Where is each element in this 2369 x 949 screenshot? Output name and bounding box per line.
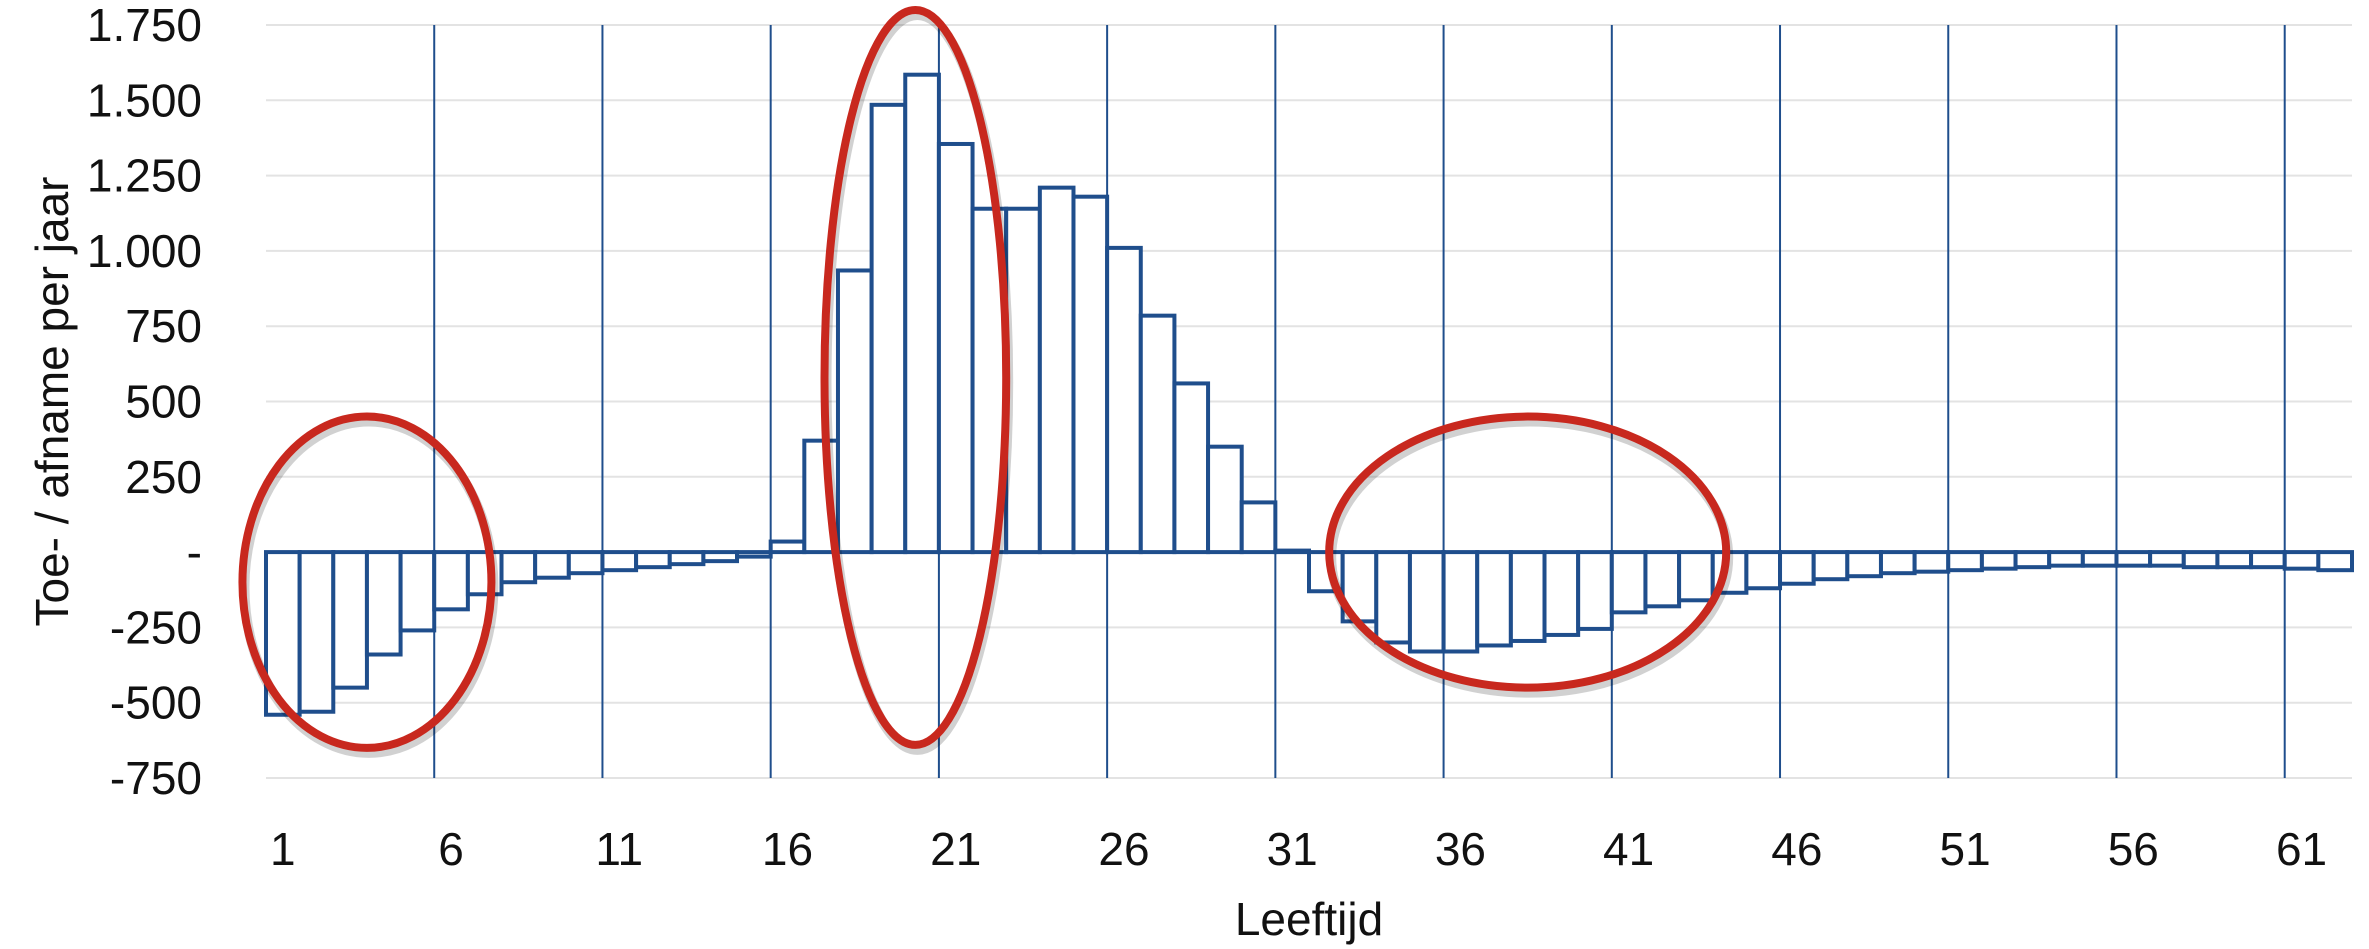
bar-55	[2080, 550, 2119, 568]
bar-40	[1576, 550, 1614, 631]
x-tick-label: 36	[1435, 823, 1486, 875]
bar-2	[297, 550, 336, 714]
bar-49	[1878, 550, 1917, 576]
x-axis-tick-labels: 1 6 11 16 21 26 31 36 41 46 51 56 61	[270, 823, 2327, 875]
bar-43	[1677, 550, 1715, 603]
highlight-ellipse-2	[820, 5, 1011, 749]
x-tick-label: 46	[1771, 823, 1822, 875]
bar-29	[1206, 444, 1244, 555]
bar-59	[2215, 550, 2254, 570]
bar-19	[869, 102, 908, 555]
highlight-ellipse-1	[238, 412, 496, 752]
bar-58	[2181, 550, 2220, 570]
y-tick-label: -250	[110, 601, 202, 653]
x-tick-label: 11	[595, 823, 643, 875]
y-tick-label: 1.750	[87, 0, 202, 51]
x-tick-label: 51	[1939, 823, 1990, 875]
bar-30	[1239, 500, 1278, 555]
y-tick-label: -500	[110, 677, 202, 729]
bar-36	[1441, 550, 1480, 654]
bar-51	[1946, 550, 1984, 573]
bar-20	[903, 72, 941, 555]
y-axis-title: Toe- / afname per jaar	[26, 176, 78, 626]
bar-54	[2047, 550, 2085, 568]
bar-27	[1138, 313, 1177, 555]
bar-18	[835, 268, 874, 555]
x-tick-label: 61	[2276, 823, 2327, 875]
y-tick-label: -750	[110, 752, 202, 804]
bar-24	[1037, 185, 1076, 555]
bar-48	[1845, 550, 1883, 579]
bar-16	[768, 539, 807, 555]
x-axis-title: Leeftijd	[1235, 893, 1383, 945]
y-tick-label: 1.000	[87, 225, 202, 277]
x-tick-label: 16	[762, 823, 813, 875]
bar-34	[1374, 550, 1412, 645]
bar-21	[936, 141, 975, 555]
y-tick-label: 1.500	[87, 74, 202, 126]
bar-41	[1609, 550, 1648, 615]
highlight-ellipses	[238, 5, 1734, 758]
bar-3	[331, 550, 369, 690]
gridlines	[266, 24, 2352, 779]
bar-13	[667, 550, 706, 567]
bar-52	[1979, 550, 2018, 571]
bar-4	[364, 550, 403, 657]
bar-6	[432, 550, 470, 612]
bar-38	[1508, 550, 1547, 643]
bar-50	[1912, 550, 1951, 574]
y-tick-label: 250	[125, 451, 202, 503]
x-tick-label: 26	[1098, 823, 1149, 875]
y-tick-label: -	[187, 526, 202, 578]
x-tick-label: 6	[438, 823, 464, 875]
y-tick-label: 750	[125, 300, 202, 352]
bar-5	[398, 550, 437, 633]
x-tick-label: 1	[270, 823, 296, 875]
bar-47	[1811, 550, 1850, 582]
bar-9	[533, 550, 571, 580]
x-tick-label: 31	[1267, 823, 1318, 875]
bar-10	[566, 550, 605, 576]
y-tick-label: 1.250	[87, 150, 202, 202]
bar-35	[1407, 550, 1446, 654]
bar-12	[634, 550, 672, 570]
bar-60	[2249, 550, 2287, 570]
bar-53	[2013, 550, 2052, 570]
bar-8	[499, 550, 538, 585]
bar-26	[1105, 245, 1143, 555]
bar-56	[2114, 550, 2153, 568]
bar-61	[2282, 550, 2321, 571]
x-tick-label: 56	[2108, 823, 2159, 875]
bar-57	[2148, 550, 2186, 568]
highlight-ellipse-3	[1325, 412, 1731, 692]
bar-37	[1475, 550, 1513, 648]
bars	[264, 72, 2354, 717]
x-tick-label: 41	[1603, 823, 1654, 875]
bar-45	[1744, 550, 1783, 591]
y-axis-tick-labels: 1.750 1.500 1.250 1.000 750 500 250 - -250 -500 -7…	[87, 0, 202, 804]
bar-46	[1778, 550, 1816, 586]
bar-42	[1643, 550, 1682, 609]
bar-11	[600, 550, 639, 573]
bar-62	[2316, 550, 2354, 573]
bar-25	[1071, 194, 1110, 555]
y-tick-label: 500	[125, 376, 202, 428]
bar-39	[1542, 550, 1581, 637]
bar-28	[1172, 381, 1211, 555]
x-tick-label: 21	[930, 823, 981, 875]
